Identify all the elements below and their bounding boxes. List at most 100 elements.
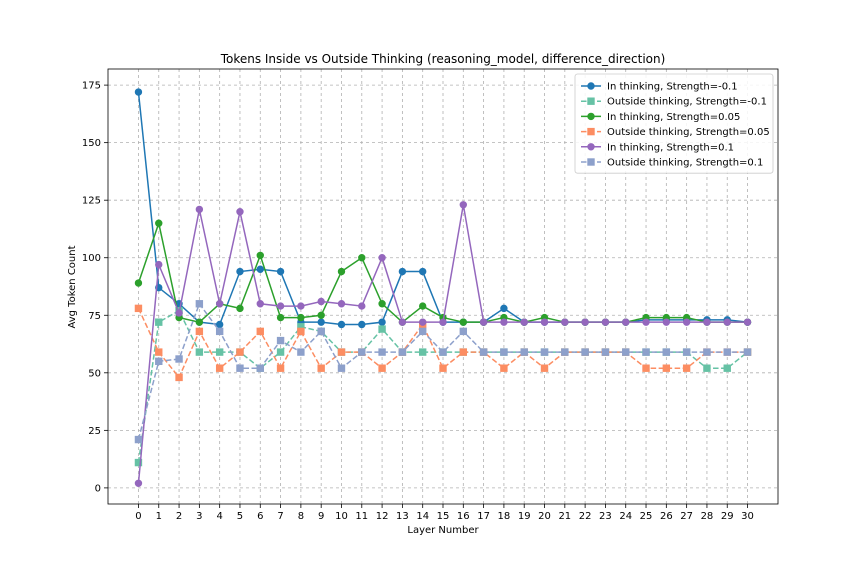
data-point <box>358 254 366 262</box>
data-point <box>622 348 630 356</box>
x-tick-label: 6 <box>257 511 263 522</box>
data-point <box>195 318 204 326</box>
data-point <box>378 325 386 333</box>
data-point <box>500 364 508 372</box>
y-tick-label: 75 <box>88 311 101 322</box>
y-tick-label: 25 <box>88 426 101 437</box>
x-tick-label: 0 <box>135 511 141 522</box>
data-point <box>398 348 407 356</box>
data-point <box>723 364 731 372</box>
x-tick-label: 20 <box>538 511 551 522</box>
legend-marker <box>587 127 595 136</box>
data-point <box>297 348 305 356</box>
data-point <box>398 267 407 276</box>
data-point <box>317 311 325 319</box>
x-tick-label: 23 <box>599 511 612 522</box>
legend-label: In thinking, Strength=0.1 <box>607 142 734 153</box>
data-point <box>459 201 468 209</box>
data-point <box>561 348 569 356</box>
y-axis-label: Avg Token Count <box>67 245 78 328</box>
data-point <box>134 88 143 96</box>
data-point <box>215 320 224 329</box>
data-point <box>276 302 285 310</box>
data-point <box>256 300 264 308</box>
legend-item: In thinking, Strength=0.1 <box>581 142 734 153</box>
data-point <box>236 267 244 276</box>
x-tick-label: 10 <box>335 511 348 522</box>
data-point <box>682 348 691 356</box>
data-point <box>358 302 366 310</box>
data-point <box>500 348 508 356</box>
x-tick-label: 29 <box>721 511 734 522</box>
data-point <box>520 348 528 356</box>
data-point <box>601 318 610 326</box>
data-point <box>195 205 204 214</box>
x-tick-label: 2 <box>176 511 182 522</box>
x-tick-label: 21 <box>558 511 571 522</box>
legend-box <box>574 73 774 174</box>
legend-marker <box>587 97 595 105</box>
legend-marker <box>587 143 595 151</box>
data-point <box>378 254 386 262</box>
x-tick-label: 1 <box>156 511 162 522</box>
legend-marker <box>587 158 595 166</box>
y-tick-label: 50 <box>88 368 101 379</box>
data-point <box>256 251 264 260</box>
legend-item: In thinking, Strength=0.05 <box>581 112 740 123</box>
data-point <box>155 357 163 366</box>
data-point <box>215 364 224 372</box>
data-point <box>337 320 346 329</box>
legend-item: Outside thinking, Strength=-0.1 <box>581 97 767 108</box>
y-tick-label: 0 <box>95 483 101 494</box>
x-tick-label: 14 <box>416 511 429 522</box>
data-point <box>215 348 224 356</box>
data-point <box>581 318 589 326</box>
data-point <box>276 348 285 356</box>
data-point <box>561 318 569 326</box>
series-layer <box>134 88 752 487</box>
data-point <box>662 318 671 326</box>
data-point <box>418 327 427 336</box>
data-point <box>418 302 427 310</box>
data-point <box>215 327 224 336</box>
data-point <box>682 318 691 326</box>
data-point <box>540 364 549 372</box>
x-tick-label: 28 <box>701 511 714 522</box>
data-point <box>642 364 650 372</box>
data-point <box>256 364 264 372</box>
data-point <box>439 364 447 372</box>
data-point <box>215 300 224 308</box>
data-point <box>622 318 630 326</box>
data-point <box>378 318 386 326</box>
data-point <box>155 219 163 227</box>
data-point <box>418 267 427 276</box>
data-point <box>337 364 346 372</box>
data-point <box>540 348 549 356</box>
data-point <box>439 348 447 356</box>
data-point <box>418 318 427 326</box>
data-point <box>642 318 650 326</box>
data-point <box>703 318 711 326</box>
data-point <box>601 348 610 356</box>
data-point <box>195 300 204 308</box>
x-tick-label: 16 <box>457 511 470 522</box>
data-point <box>155 260 163 269</box>
x-tick-label: 18 <box>498 511 511 522</box>
x-tick-label: 9 <box>318 511 324 522</box>
x-tick-label: 8 <box>298 511 304 522</box>
data-point <box>175 355 183 363</box>
x-tick-label: 22 <box>579 511 592 522</box>
data-point <box>723 348 731 356</box>
data-point <box>276 336 285 345</box>
data-point <box>297 313 305 322</box>
data-point <box>540 318 549 326</box>
data-point <box>317 364 325 372</box>
data-point <box>378 364 386 372</box>
x-tick-label: 24 <box>619 511 632 522</box>
data-point <box>256 327 264 336</box>
data-point <box>418 348 427 356</box>
x-tick-label: 30 <box>741 511 754 522</box>
data-point <box>358 348 366 356</box>
legend-label: Outside thinking, Strength=0.1 <box>607 158 763 169</box>
